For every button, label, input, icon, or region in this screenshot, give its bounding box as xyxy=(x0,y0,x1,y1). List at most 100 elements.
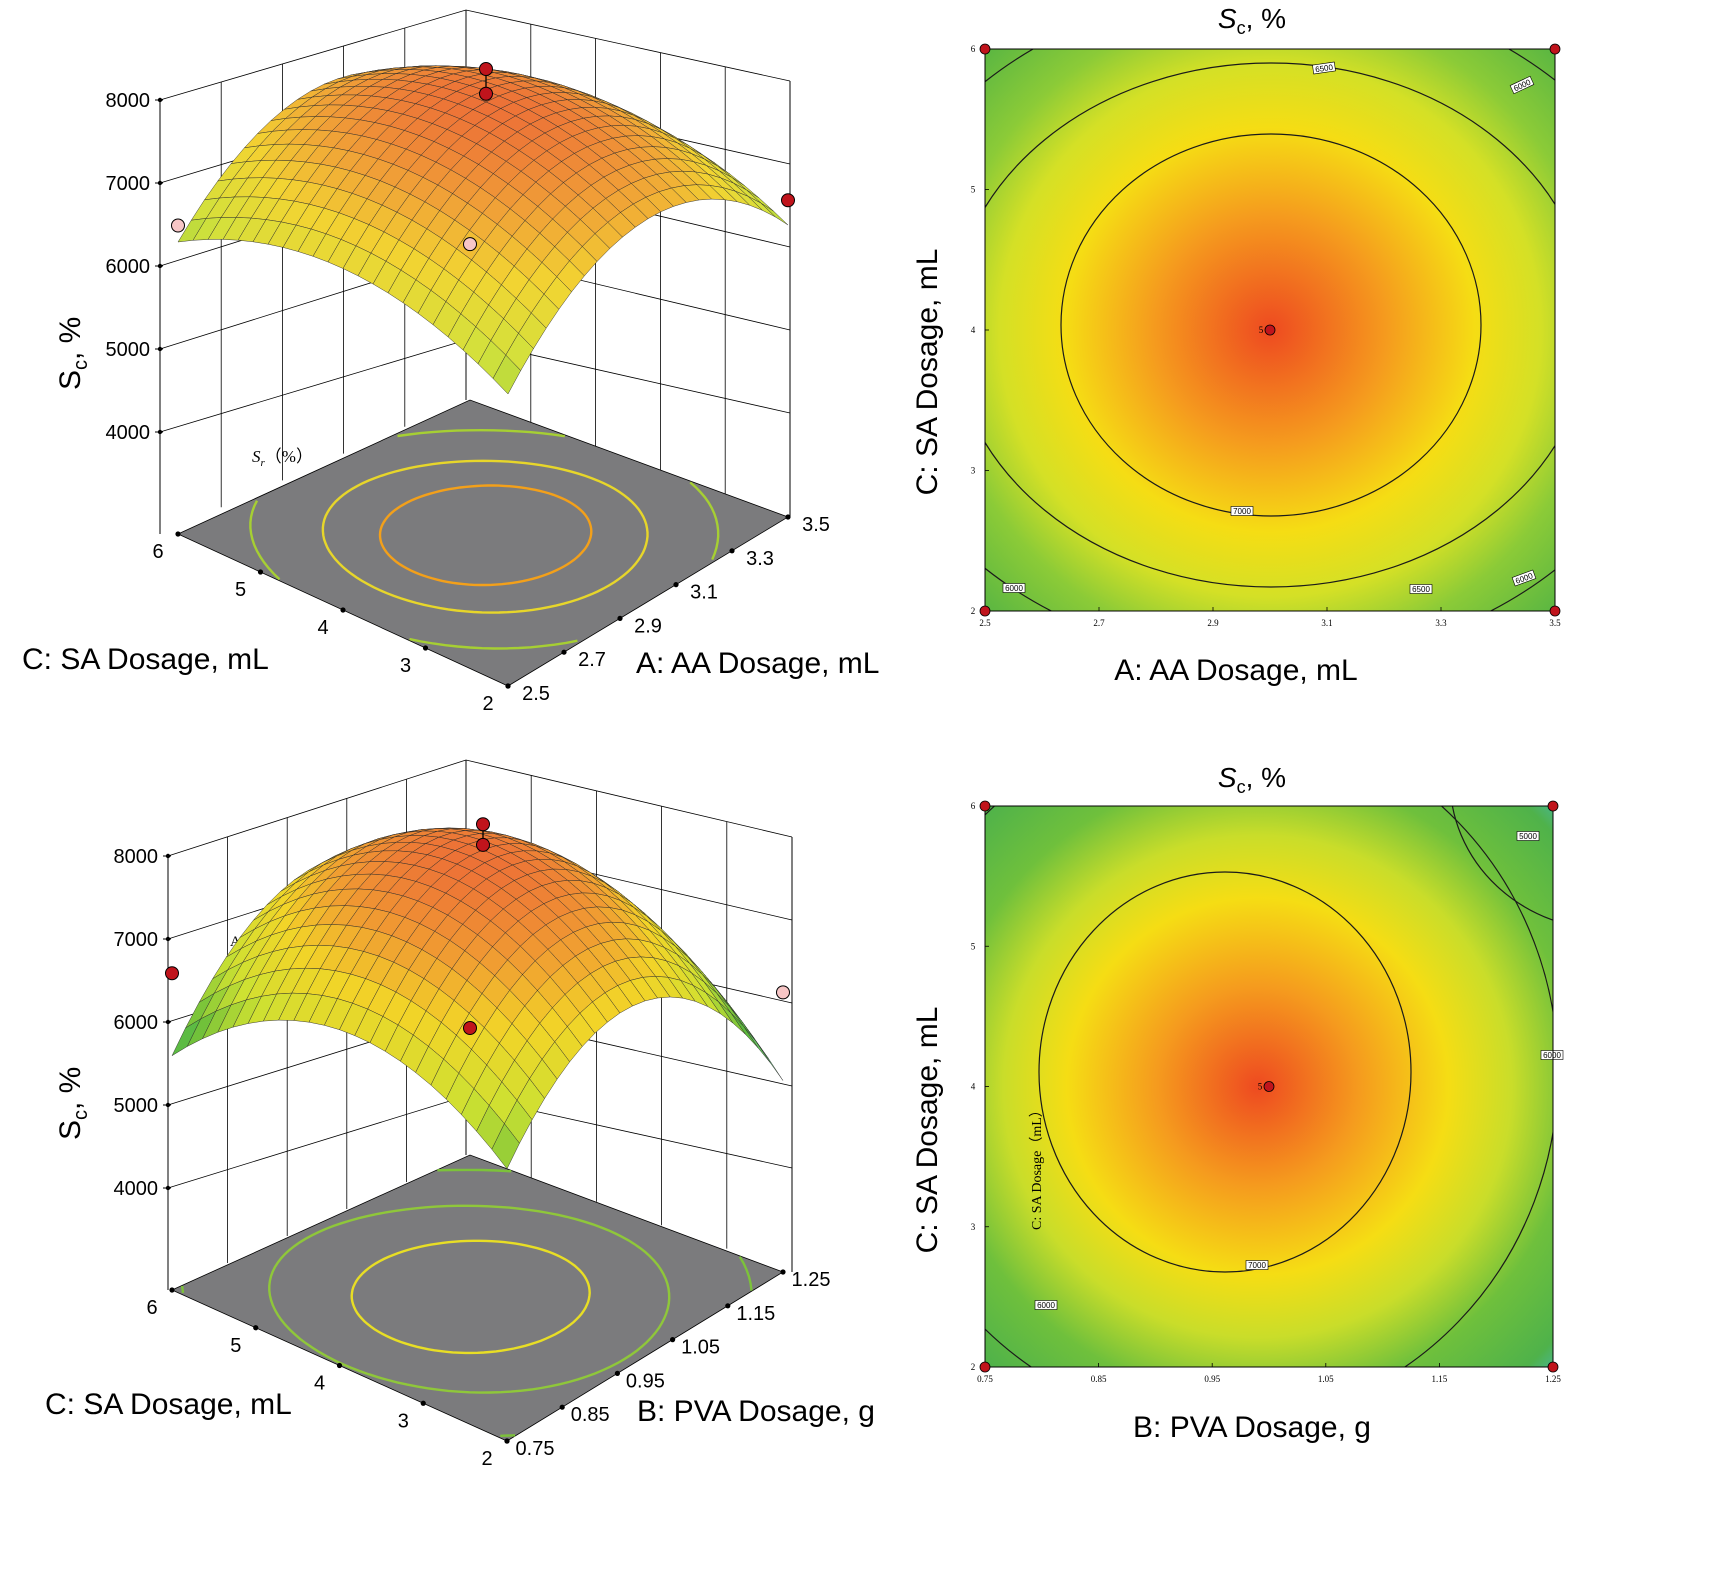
x-tick xyxy=(725,1303,731,1309)
z-axis-title: Sc, % xyxy=(54,1067,92,1140)
floor-contour xyxy=(268,1204,671,1394)
y-tick-label: 3 xyxy=(398,1410,409,1432)
center-point xyxy=(1264,324,1276,336)
design-points xyxy=(165,817,790,1035)
contour-label-box xyxy=(1509,75,1535,95)
z-tick-dot xyxy=(165,936,171,942)
contour-label: 5000 xyxy=(1519,832,1537,841)
y-tick-label: 4 xyxy=(314,1373,325,1395)
y-tick-label: 5 xyxy=(230,1335,241,1357)
y-tick xyxy=(336,1362,343,1369)
x-tick-label: 2.9 xyxy=(634,615,662,637)
center-point-label: 5 xyxy=(1258,1082,1263,1092)
x-tick xyxy=(729,548,735,554)
surface-plot-pva-sa: A: A 40005000600070008000234560.750.850.… xyxy=(45,759,875,1470)
z-tick-dot xyxy=(165,1102,171,1108)
y-tick xyxy=(253,1325,259,1331)
floor-contour xyxy=(397,428,565,438)
x-tick-label: 1.15 xyxy=(1432,1374,1448,1384)
y-tick-label: 6 xyxy=(971,44,976,54)
z-tick-dot xyxy=(165,853,171,859)
z-tick-label: 7000 xyxy=(114,929,159,951)
z-tick-label: 6000 xyxy=(106,256,151,278)
x-tick-label: 1.25 xyxy=(1545,1374,1561,1384)
design-point xyxy=(476,837,490,852)
design-point xyxy=(1549,605,1561,617)
y-tick-label: 3 xyxy=(971,1222,976,1232)
y-tick-label: 2 xyxy=(481,1448,492,1470)
z-tick-label: 8000 xyxy=(114,846,159,868)
x-axis-title: A: AA Dosage, mL xyxy=(1114,654,1357,687)
x-tick-label: 2.5 xyxy=(522,683,550,705)
chart-title: Sc, % xyxy=(1218,762,1286,797)
surface-cell xyxy=(492,354,521,395)
floor-label: Sr（%） xyxy=(252,447,313,469)
z-axis-title: Sc, % xyxy=(54,317,92,390)
axis-ticks: 4000 5000 6000 7000 8000 2 3 4 5 6 0.75 0.85 0.95 1.0… xyxy=(114,846,831,1470)
design-points: 5 xyxy=(979,43,1561,617)
x-axis-title: B: PVA Dosage, g xyxy=(637,1395,875,1428)
axis-ticks: 4000 5000 6000 7000 8000 2 3 4 5 6 2.5 2.7 2.9 3.1 3.3… xyxy=(106,90,830,715)
x-tick-label: 3.3 xyxy=(1435,618,1447,628)
z-tick-dot xyxy=(157,429,163,435)
contour-label-box xyxy=(1516,831,1540,841)
x-tick xyxy=(561,649,567,655)
z-tick-label: 5000 xyxy=(114,1095,159,1117)
contour-line xyxy=(1038,871,1412,1273)
y-tick-label: 2 xyxy=(482,693,493,715)
floor-contour xyxy=(249,500,281,581)
ghost-label: C: SA Dosage（mL） xyxy=(1029,1103,1045,1230)
y-axis-title: C: SA Dosage, mL xyxy=(22,643,269,676)
y-axis-title: C: SA Dosage, mL xyxy=(911,1007,944,1254)
x-tick-label: 2.9 xyxy=(1207,618,1219,628)
design-points xyxy=(171,62,795,252)
design-point xyxy=(463,237,477,252)
contour-label: 6000 xyxy=(1037,1301,1055,1310)
surface-cell xyxy=(743,1026,771,1064)
surface-floor xyxy=(177,399,789,687)
x-axis-title: A: AA Dosage, mL xyxy=(636,647,879,680)
surface-floor xyxy=(171,1154,784,1442)
y-tick xyxy=(257,569,264,575)
contour-label-box xyxy=(1312,61,1336,75)
x-tick-label: 0.95 xyxy=(626,1370,665,1392)
design-point xyxy=(171,218,185,233)
center-point xyxy=(1263,1081,1275,1092)
design-point xyxy=(463,1021,477,1035)
y-tick xyxy=(420,1400,426,1406)
x-tick-label: 0.75 xyxy=(977,1374,993,1384)
contour-group xyxy=(985,49,1555,611)
contour-plot-pva-sa: 5000 6000 7000 6000 0.75 0.85 0.95 1.05 1.15 1.2… xyxy=(911,762,1564,1444)
z-tick-dot xyxy=(157,180,163,186)
surface-plot-aa-sa: 4000 5000 6000 7000 8000 2 3 4 5 6 2.5 2.7 2.9 3.1 3.3… xyxy=(22,9,879,715)
contour-label: 7000 xyxy=(1233,507,1251,516)
axis-ticks: 0.75 0.85 0.95 1.05 1.15 1.25 2 3 4 5 6 xyxy=(971,801,1562,1384)
floor-contour xyxy=(321,459,649,614)
contour-label: 7000 xyxy=(1248,1261,1266,1270)
response-surface xyxy=(177,65,789,395)
contour-label-box xyxy=(1409,584,1433,594)
contour-group xyxy=(985,806,1553,1367)
y-tick-label: 4 xyxy=(971,325,976,335)
y-tick-label: 5 xyxy=(235,579,246,601)
floor-contour xyxy=(500,1434,516,1437)
x-tick-label: 3.1 xyxy=(690,582,718,604)
contour-label-box xyxy=(1230,506,1254,516)
y-tick-label: 4 xyxy=(317,617,328,639)
floor-contour xyxy=(738,1256,753,1291)
design-point xyxy=(979,43,991,55)
x-tick-label: 0.85 xyxy=(571,1404,610,1426)
contour-label: 6000 xyxy=(1005,584,1023,593)
contour-label: 6500 xyxy=(1412,585,1430,594)
x-tick-label: 0.95 xyxy=(1204,1374,1220,1384)
chart-title: Sc, % xyxy=(1218,3,1286,38)
floor-contour xyxy=(181,1285,185,1294)
y-tick-label: 3 xyxy=(400,655,411,677)
contour-label: 6000 xyxy=(1543,1051,1561,1060)
y-tick-label: 2 xyxy=(971,1362,976,1372)
x-tick-label: 3.5 xyxy=(1549,618,1561,628)
contour-label-box xyxy=(1245,1260,1269,1270)
y-tick-label: 4 xyxy=(971,1082,976,1092)
floor-contour xyxy=(437,1168,512,1173)
